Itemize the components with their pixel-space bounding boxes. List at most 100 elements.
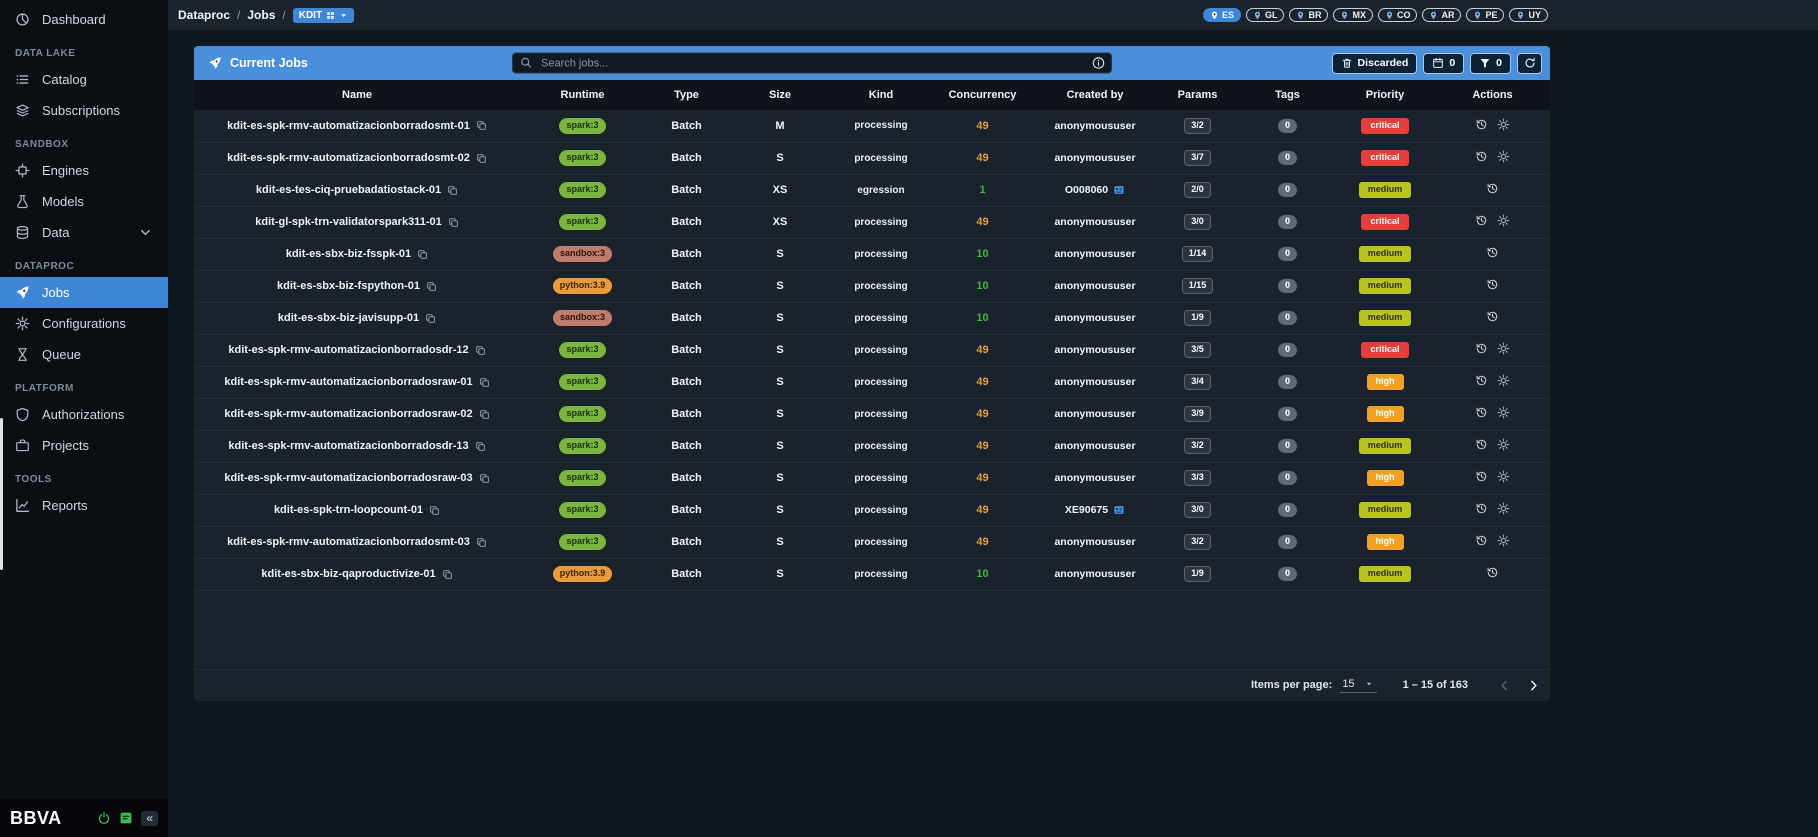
settings-icon[interactable] (1497, 150, 1510, 163)
job-row[interactable]: kdit-es-spk-rmv-automatizacionborradosmt… (194, 526, 1550, 559)
job-row[interactable]: kdit-gl-spk-trn-validatorspark311-01 spar… (194, 206, 1550, 239)
sidebar-item-jobs[interactable]: Jobs (0, 277, 168, 308)
sidebar-item-models[interactable]: Models (0, 186, 168, 217)
region-badge-br[interactable]: BR (1289, 8, 1329, 22)
job-row[interactable]: kdit-es-spk-rmv-automatizacionborradosmt… (194, 142, 1550, 175)
copy-icon[interactable] (476, 537, 487, 548)
history-icon[interactable] (1475, 534, 1488, 547)
search-input[interactable] (512, 52, 1112, 74)
job-row[interactable]: kdit-es-tes-ciq-pruebadatiostack-01 spark… (194, 174, 1550, 207)
breadcrumb-dataproc[interactable]: Dataproc (178, 8, 231, 22)
job-row[interactable]: kdit-es-spk-rmv-automatizacionborradosra… (194, 462, 1550, 495)
history-icon[interactable] (1475, 438, 1488, 451)
sidebar-item-catalog[interactable]: Catalog (0, 64, 168, 95)
sidebar-item-dashboard[interactable]: Dashboard (0, 4, 168, 35)
history-icon[interactable] (1475, 470, 1488, 483)
history-icon[interactable] (1475, 406, 1488, 419)
settings-icon[interactable] (1497, 406, 1510, 419)
history-icon[interactable] (1475, 342, 1488, 355)
history-icon[interactable] (1486, 278, 1499, 291)
history-icon[interactable] (1475, 502, 1488, 515)
copy-icon[interactable] (425, 313, 436, 324)
previous-page-button[interactable] (1498, 679, 1511, 692)
sidebar-item-authorizations[interactable]: Authorizations (0, 399, 168, 430)
region-badge-gl[interactable]: GL (1245, 8, 1285, 22)
history-icon[interactable] (1486, 566, 1499, 579)
history-icon[interactable] (1486, 182, 1499, 195)
sidebar-item-engines[interactable]: Engines (0, 155, 168, 186)
job-row[interactable]: kdit-es-sbx-biz-fspython-01 python:3.9 Bat… (194, 270, 1550, 303)
copy-icon[interactable] (479, 409, 490, 420)
region-badge-es[interactable]: ES (1202, 8, 1241, 22)
job-row[interactable]: kdit-es-spk-rmv-automatizacionborradosdr… (194, 334, 1550, 367)
sidebar-item-configurations[interactable]: Configurations (0, 308, 168, 339)
feedback-icon[interactable] (119, 811, 133, 825)
job-row[interactable]: kdit-es-sbx-biz-qaproductivize-01 python:… (194, 558, 1550, 591)
job-row[interactable]: kdit-es-spk-trn-loopcount-01 spark:3 Batch… (194, 494, 1550, 527)
copy-icon[interactable] (475, 441, 486, 452)
schedule-count-button[interactable]: 0 (1423, 52, 1465, 74)
user-profile-icon[interactable] (1113, 504, 1125, 516)
region-badge-uy[interactable]: UY (1509, 8, 1548, 22)
copy-icon[interactable] (448, 217, 459, 228)
history-icon[interactable] (1475, 118, 1488, 131)
region-badge-pe[interactable]: PE (1466, 8, 1505, 22)
history-icon[interactable] (1475, 374, 1488, 387)
discarded-button[interactable]: Discarded (1331, 52, 1418, 74)
params-badge: 2/0 (1184, 182, 1211, 198)
concurrency-value: 49 (976, 344, 989, 356)
runtime-badge: python:3.9 (552, 278, 613, 294)
history-icon[interactable] (1486, 246, 1499, 259)
settings-icon[interactable] (1497, 374, 1510, 387)
settings-icon[interactable] (1497, 502, 1510, 515)
job-row[interactable]: kdit-es-spk-rmv-automatizacionborradosra… (194, 366, 1550, 399)
settings-icon[interactable] (1497, 438, 1510, 451)
sidebar-item-queue[interactable]: Queue (0, 339, 168, 370)
settings-icon[interactable] (1497, 214, 1510, 227)
jobs-panel: Current Jobs Discarded 0 (194, 46, 1550, 701)
filter-count-button[interactable]: 0 (1470, 52, 1511, 74)
job-row[interactable]: kdit-es-spk-rmv-automatizacionborradosmt… (194, 110, 1550, 143)
items-per-page-select[interactable]: 15 (1340, 678, 1377, 693)
settings-icon[interactable] (1497, 470, 1510, 483)
breadcrumb-jobs[interactable]: Jobs (247, 8, 276, 22)
window-scrollbar[interactable] (0, 418, 3, 570)
region-badge-co[interactable]: CO (1377, 8, 1418, 22)
copy-icon[interactable] (476, 120, 487, 131)
settings-icon[interactable] (1497, 118, 1510, 131)
copy-icon[interactable] (479, 473, 490, 484)
job-row[interactable]: kdit-es-sbx-biz-javisupp-01 sandbox:3 Batc… (194, 302, 1550, 335)
copy-icon[interactable] (447, 185, 458, 196)
sidebar-item-reports[interactable]: Reports (0, 490, 168, 521)
copy-icon[interactable] (476, 153, 487, 164)
sidebar-item-subscriptions[interactable]: Subscriptions (0, 95, 168, 126)
next-page-button[interactable] (1527, 679, 1540, 692)
collapse-sidebar-button[interactable]: « (141, 810, 158, 826)
sidebar-item-label: Configurations (42, 316, 126, 331)
info-icon[interactable] (1092, 57, 1105, 70)
region-badge-mx[interactable]: MX (1333, 8, 1373, 22)
job-row[interactable]: kdit-es-spk-rmv-automatizacionborradosdr… (194, 430, 1550, 463)
copy-icon[interactable] (417, 249, 428, 260)
history-icon[interactable] (1475, 214, 1488, 227)
sidebar-item-data[interactable]: Data (0, 217, 168, 248)
created-by: anonymoususer (1054, 472, 1136, 484)
copy-icon[interactable] (442, 569, 453, 580)
history-icon[interactable] (1475, 150, 1488, 163)
copy-icon[interactable] (426, 281, 437, 292)
copy-icon[interactable] (475, 345, 486, 356)
refresh-button[interactable] (1517, 52, 1542, 74)
copy-icon[interactable] (479, 377, 490, 388)
user-profile-icon[interactable] (1113, 184, 1125, 196)
settings-icon[interactable] (1497, 534, 1510, 547)
job-row[interactable]: kdit-es-spk-rmv-automatizacionborradosra… (194, 398, 1550, 431)
power-status-icon[interactable] (97, 811, 111, 825)
copy-icon[interactable] (429, 505, 440, 516)
history-icon[interactable] (1486, 310, 1499, 323)
environment-badge[interactable]: KDIT (292, 7, 355, 23)
sidebar-item-projects[interactable]: Projects (0, 430, 168, 461)
region-badge-ar[interactable]: AR (1422, 8, 1462, 22)
sidebar-item-label: Models (42, 194, 84, 209)
settings-icon[interactable] (1497, 342, 1510, 355)
